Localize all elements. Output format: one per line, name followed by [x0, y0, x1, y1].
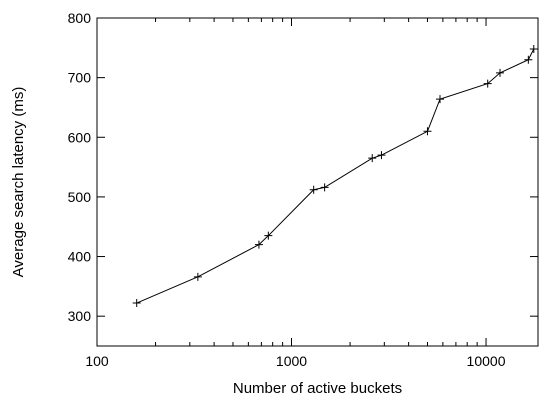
x-axis-title: Number of active buckets [233, 380, 402, 397]
data-point [524, 55, 533, 64]
x-tick-label: 100 [85, 353, 109, 369]
data-point [377, 151, 386, 160]
data-point [264, 231, 273, 240]
x-tick-label: 1000 [276, 353, 307, 369]
data-point [309, 185, 318, 194]
y-tick-label: 300 [68, 308, 92, 324]
data-point [483, 79, 492, 88]
y-tick-label: 500 [68, 189, 92, 205]
data-point [254, 240, 263, 249]
data-point [193, 272, 202, 281]
plot-frame [96, 17, 539, 347]
y-tick-label: 600 [68, 129, 92, 145]
series-line [136, 48, 535, 304]
y-tick-label: 700 [68, 70, 92, 86]
y-axis-title: Average search latency (ms) [10, 87, 27, 278]
x-tick-label: 10000 [467, 353, 506, 369]
axes [96, 17, 539, 347]
ticks: 100 1000 10000 300 400 500 600 700 800 [68, 10, 538, 369]
data-point [368, 154, 377, 163]
y-tick-label: 400 [68, 249, 92, 265]
data-point [496, 68, 505, 77]
y-tick-label: 800 [68, 10, 92, 26]
data-series [132, 45, 538, 308]
data-point [320, 183, 329, 192]
data-point [132, 299, 141, 308]
data-point [436, 95, 445, 104]
data-point [529, 45, 538, 54]
data-point [423, 127, 432, 136]
